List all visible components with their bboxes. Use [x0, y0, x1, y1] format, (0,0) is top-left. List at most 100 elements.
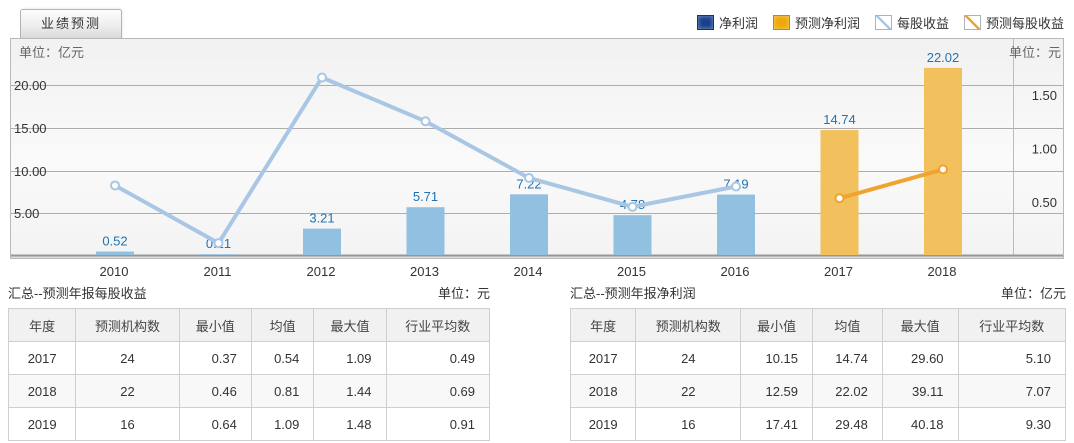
table-header-row: 年度 预测机构数 最小值 均值 最大值 行业平均数	[7, 308, 491, 342]
max-cell: 1.09	[313, 341, 387, 375]
right-axis-tick-label: 1.00	[1032, 142, 1057, 157]
left-axis-tick-label: 5.00	[14, 206, 39, 221]
bar-2014	[510, 194, 548, 255]
eps-forecast-table: 年度 预测机构数 最小值 均值 最大值 行业平均数 2017 24 0.37 0.54 1.09 0…	[7, 308, 491, 441]
line-marker	[731, 181, 741, 192]
chart-legend: 净利润 预测净利润 每股收益 预测每股收益	[696, 13, 1064, 32]
org-count-cell: 24	[75, 341, 180, 375]
eps-summary-unit: 单位：元	[437, 286, 490, 301]
bar-value-label-2018: 22.02	[927, 50, 960, 65]
year-cell: 2018	[7, 374, 77, 408]
x-axis-label-2010: 2010	[99, 264, 129, 279]
year-cell: 2018	[569, 374, 637, 408]
axis-baseline-strip	[11, 256, 1063, 258]
min-cell: 0.46	[178, 374, 252, 408]
industry-avg-cell: 0.91	[385, 407, 491, 441]
min-cell: 12.59	[740, 374, 814, 408]
bar-value-label-2012: 3.21	[309, 211, 334, 226]
bar-value-label-2010: 0.52	[102, 234, 127, 249]
legend-swatch-icon	[696, 15, 714, 30]
right-axis-tick-label: 0.50	[1032, 195, 1057, 210]
bar-value-label-2017: 14.74	[823, 112, 856, 127]
legend-item-每股收益: 每股收益	[874, 13, 949, 32]
bar-2012	[303, 228, 341, 255]
x-axis-label-2013: 2013	[410, 264, 439, 279]
org-count-cell: 22	[75, 374, 180, 408]
legend-label: 预测净利润	[794, 16, 860, 31]
table-row-2019: 2019 16 0.64 1.09 1.48 0.91	[7, 407, 491, 441]
bar-2013	[406, 207, 445, 255]
year-cell: 2019	[7, 407, 77, 441]
x-axis-label-2017: 2017	[824, 264, 853, 279]
column-header: 最小值	[178, 308, 252, 342]
profit-summary-section-header: 汇总--预测年报净利润 单位：亿元	[570, 283, 1066, 301]
industry-avg-cell: 7.07	[957, 374, 1067, 408]
column-header: 行业平均数	[957, 308, 1067, 342]
forecast-chart-panel: 5.0010.0015.0020.000.501.001.500.520.213…	[10, 38, 1064, 259]
legend-label: 每股收益	[896, 16, 949, 31]
right-axis-tick-label: 1.50	[1032, 88, 1057, 103]
net-profit-forecast-table-wrap: 年度 预测机构数 最小值 均值 最大值 行业平均数 2017 24 10.15 14.74 29.…	[569, 308, 1067, 441]
x-axis-label-2015: 2015	[617, 264, 646, 279]
min-cell: 10.15	[740, 341, 814, 375]
legend-label: 预测每股收益	[985, 16, 1064, 31]
bar-value-label-2013: 5.71	[413, 189, 438, 204]
year-cell: 2017	[7, 341, 77, 375]
profit-summary-title: 汇总--预测年报净利润	[570, 286, 696, 301]
min-cell: 17.41	[740, 407, 814, 441]
column-header: 最大值	[313, 308, 387, 342]
line-marker	[317, 72, 327, 83]
org-count-cell: 16	[75, 407, 180, 441]
industry-avg-cell: 0.49	[385, 341, 491, 375]
bar-2016	[717, 194, 755, 255]
org-count-cell: 24	[635, 341, 742, 375]
line-marker	[420, 116, 431, 127]
x-axis-label-2016: 2016	[720, 264, 750, 279]
table-row-2017: 2017 24 0.37 0.54 1.09 0.49	[7, 341, 491, 375]
legend-item-预测净利润: 预测净利润	[772, 13, 860, 32]
line-marker	[524, 172, 534, 183]
line-marker	[110, 180, 120, 191]
mean-cell: 0.81	[250, 374, 315, 408]
column-header: 预测机构数	[635, 308, 742, 342]
forecast-combo-chart: 5.0010.0015.0020.000.501.001.500.520.213…	[11, 39, 1063, 258]
column-header: 预测机构数	[75, 308, 180, 342]
min-cell: 0.64	[178, 407, 252, 441]
legend-label: 净利润	[718, 16, 758, 31]
mean-cell: 29.48	[812, 407, 883, 441]
x-axis-label-2011: 2011	[203, 264, 232, 279]
column-header: 年度	[569, 308, 637, 342]
eps-summary-section-header: 汇总--预测年报每股收益 单位：元	[8, 283, 490, 301]
table-header-row: 年度 预测机构数 最小值 均值 最大值 行业平均数	[569, 308, 1067, 342]
bar-2011	[199, 254, 238, 255]
legend-item-预测每股收益: 预测每股收益	[963, 13, 1064, 32]
column-header: 均值	[250, 308, 315, 342]
table-row-2017: 2017 24 10.15 14.74 29.60 5.10	[569, 341, 1067, 375]
table-row-2018: 2018 22 12.59 22.02 39.11 7.07	[569, 374, 1067, 408]
line-marker	[938, 164, 948, 175]
column-header: 最小值	[740, 308, 814, 342]
industry-avg-cell: 0.69	[385, 374, 491, 408]
left-axis-tick-label: 15.00	[14, 121, 47, 136]
x-axis-label-2012: 2012	[306, 264, 336, 279]
line-marker	[213, 238, 224, 249]
legend-swatch-icon	[963, 15, 981, 30]
industry-avg-cell: 9.30	[957, 407, 1067, 441]
legend-item-净利润: 净利润	[696, 13, 758, 32]
max-cell: 1.44	[313, 374, 387, 408]
profit-summary-unit: 单位：亿元	[1000, 286, 1066, 301]
org-count-cell: 22	[635, 374, 742, 408]
column-header: 行业平均数	[385, 308, 491, 342]
left-axis-tick-label: 10.00	[14, 164, 47, 179]
max-cell: 1.48	[313, 407, 387, 441]
line-marker	[627, 201, 638, 212]
legend-swatch-icon	[772, 15, 790, 30]
bar-2015	[613, 215, 652, 255]
year-cell: 2019	[569, 407, 637, 441]
column-header: 年度	[7, 308, 77, 342]
tab-performance-forecast[interactable]: 业绩预测	[20, 9, 122, 38]
eps-forecast-table-wrap: 年度 预测机构数 最小值 均值 最大值 行业平均数 2017 24 0.37 0.54 1.09 0…	[7, 308, 491, 441]
column-header: 最大值	[881, 308, 959, 342]
bar-2010	[96, 251, 134, 255]
